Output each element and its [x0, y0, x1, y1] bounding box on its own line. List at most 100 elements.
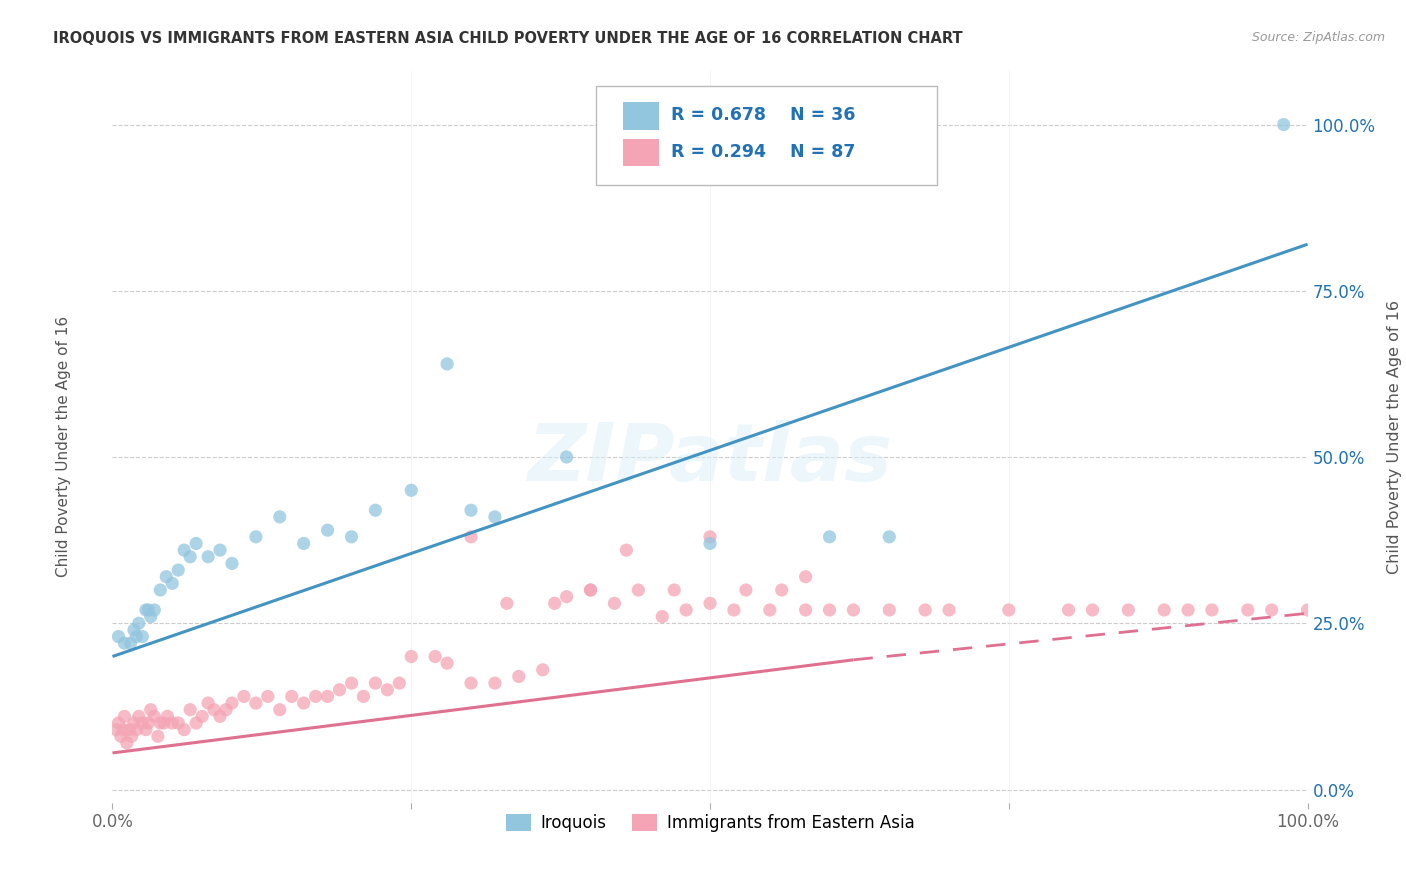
- Point: [818, 530, 841, 544]
- Point: [770, 582, 793, 597]
- FancyBboxPatch shape: [623, 102, 658, 130]
- Point: [388, 676, 411, 690]
- Point: [186, 716, 208, 731]
- Point: [209, 543, 232, 558]
- Point: [1118, 603, 1140, 617]
- Point: [122, 716, 145, 731]
- Point: [221, 696, 243, 710]
- Point: [675, 603, 697, 617]
- Point: [364, 676, 387, 690]
- Point: [627, 582, 650, 597]
- Point: [603, 596, 626, 610]
- Point: [139, 703, 162, 717]
- Point: [818, 603, 841, 617]
- Point: [292, 536, 315, 550]
- Point: [131, 716, 153, 731]
- Point: [1261, 603, 1284, 617]
- Point: [1237, 603, 1260, 617]
- Point: [186, 536, 208, 550]
- Point: [460, 676, 482, 690]
- Point: [664, 582, 686, 597]
- Point: [1153, 603, 1175, 617]
- Point: [153, 716, 176, 731]
- Point: [128, 616, 150, 631]
- Point: [135, 723, 157, 737]
- Point: [149, 716, 172, 731]
- Point: [1177, 603, 1199, 617]
- Point: [179, 549, 201, 564]
- Point: [215, 703, 238, 717]
- Text: R = 0.678    N = 36: R = 0.678 N = 36: [671, 106, 855, 124]
- Point: [128, 709, 150, 723]
- Point: [735, 582, 758, 597]
- Point: [245, 696, 267, 710]
- Point: [425, 649, 447, 664]
- Point: [156, 709, 179, 723]
- Y-axis label: Child Poverty Under the Age of 16: Child Poverty Under the Age of 16: [1386, 300, 1402, 574]
- Point: [138, 716, 160, 731]
- Point: [436, 357, 458, 371]
- Point: [120, 636, 142, 650]
- Point: [352, 690, 374, 704]
- Point: [496, 596, 519, 610]
- Point: [167, 563, 190, 577]
- Point: [143, 603, 166, 617]
- Point: [759, 603, 782, 617]
- Point: [1296, 603, 1319, 617]
- FancyBboxPatch shape: [596, 86, 938, 185]
- Point: [167, 716, 190, 731]
- Point: [401, 649, 423, 664]
- Point: [257, 690, 280, 704]
- Point: [555, 450, 578, 464]
- Point: [125, 630, 148, 644]
- Point: [1081, 603, 1104, 617]
- Point: [914, 603, 936, 617]
- Point: [173, 723, 195, 737]
- Point: [842, 603, 865, 617]
- Point: [114, 636, 135, 650]
- Point: [138, 603, 160, 617]
- Point: [1272, 118, 1295, 132]
- Point: [110, 729, 132, 743]
- Point: [316, 690, 339, 704]
- Legend: Iroquois, Immigrants from Eastern Asia: Iroquois, Immigrants from Eastern Asia: [499, 807, 921, 838]
- Point: [555, 590, 578, 604]
- Point: [121, 729, 143, 743]
- Point: [292, 696, 315, 710]
- Point: [508, 669, 530, 683]
- Point: [149, 582, 172, 597]
- Point: [316, 523, 339, 537]
- Point: [401, 483, 423, 498]
- Point: [879, 530, 901, 544]
- Point: [460, 530, 482, 544]
- Point: [484, 509, 506, 524]
- Point: [436, 656, 458, 670]
- Point: [1057, 603, 1080, 617]
- Point: [616, 543, 638, 558]
- Point: [118, 723, 141, 737]
- Text: ZIPatlas: ZIPatlas: [527, 420, 893, 498]
- Point: [162, 716, 183, 731]
- Point: [107, 630, 129, 644]
- Point: [191, 709, 214, 723]
- Point: [579, 582, 602, 597]
- Point: [162, 576, 183, 591]
- Point: [269, 509, 291, 524]
- Point: [209, 709, 232, 723]
- Text: IROQUOIS VS IMMIGRANTS FROM EASTERN ASIA CHILD POVERTY UNDER THE AGE OF 16 CORRE: IROQUOIS VS IMMIGRANTS FROM EASTERN ASIA…: [53, 31, 963, 46]
- Point: [579, 582, 602, 597]
- Point: [107, 716, 129, 731]
- Point: [377, 682, 399, 697]
- Text: Source: ZipAtlas.com: Source: ZipAtlas.com: [1251, 31, 1385, 45]
- Point: [115, 736, 138, 750]
- Point: [879, 603, 901, 617]
- Point: [364, 503, 387, 517]
- Point: [122, 623, 145, 637]
- Point: [125, 723, 148, 737]
- Point: [135, 603, 157, 617]
- Point: [143, 709, 166, 723]
- Point: [543, 596, 565, 610]
- Point: [699, 530, 721, 544]
- Point: [112, 723, 135, 737]
- Point: [173, 543, 195, 558]
